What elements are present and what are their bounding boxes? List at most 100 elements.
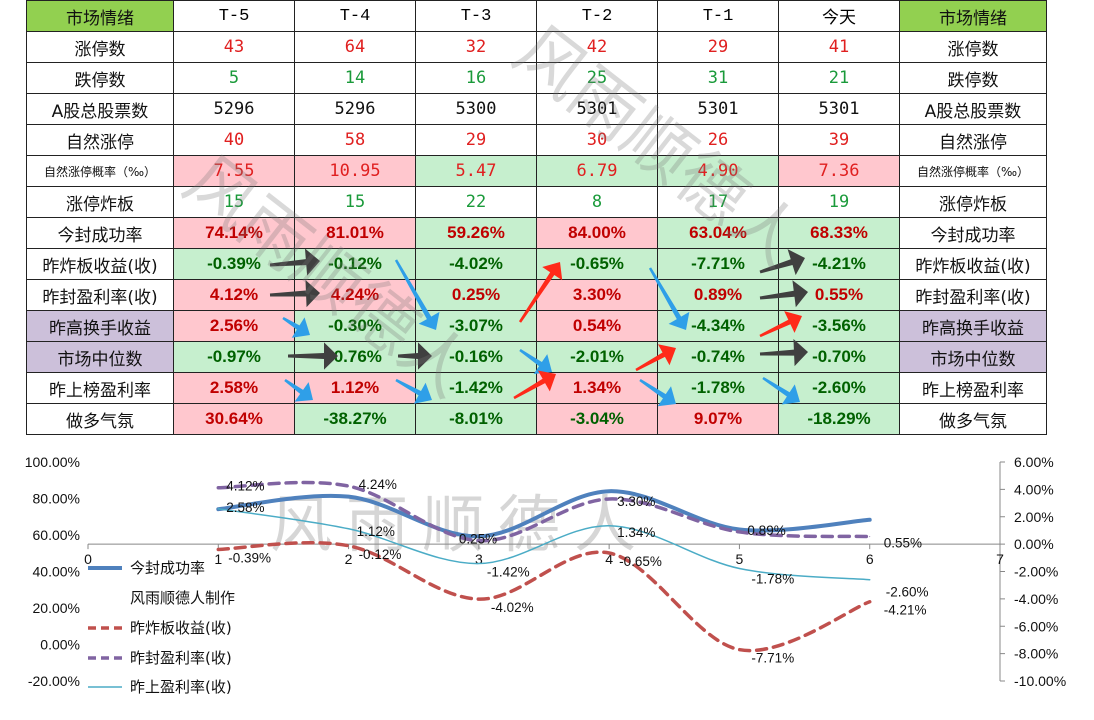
header-day-5: T-1 bbox=[657, 0, 779, 32]
table-cell: -0.65% bbox=[536, 248, 658, 280]
table-cell: 22 bbox=[415, 186, 537, 218]
table-cell: -2.01% bbox=[536, 341, 658, 373]
table-cell: -8.01% bbox=[415, 403, 537, 435]
table-cell: 4.24% bbox=[294, 279, 416, 311]
data-point bbox=[348, 496, 350, 498]
table-cell: 68.33% bbox=[778, 217, 900, 249]
row-label: 昨炸板收益(收) bbox=[26, 248, 174, 280]
table-row: 自然涨停 40 58 29 30 26 39 自然涨停 bbox=[26, 124, 1047, 156]
y-right-tick-label: 0.00% bbox=[1014, 536, 1054, 552]
row-label: 市场中位数 bbox=[26, 341, 174, 373]
table-row: 昨上榜盈利率 2.58% 1.12% -1.42% 1.34% -1.78% -2.60% 昨… bbox=[26, 372, 1047, 404]
x-tick-label: 3 bbox=[475, 551, 483, 567]
table-cell: 14 bbox=[294, 62, 416, 94]
table-cell: 9.07% bbox=[657, 403, 779, 435]
table-cell: 16 bbox=[415, 62, 537, 94]
table-row: 跌停数 5 14 16 25 31 21 跌停数 bbox=[26, 62, 1047, 94]
row-label: 昨封盈利率(收) bbox=[26, 279, 174, 311]
y-right-tick-label: 6.00% bbox=[1014, 454, 1054, 470]
data-label: -4.02% bbox=[491, 600, 534, 615]
legend-entry: 昨上盈利率(收) bbox=[130, 678, 232, 696]
row-label: 涨停炸板 bbox=[26, 186, 174, 218]
data-point bbox=[608, 552, 610, 554]
data-label: -2.60% bbox=[886, 585, 929, 600]
table-cell: -1.42% bbox=[415, 372, 537, 404]
table-cell: 3.30% bbox=[536, 279, 658, 311]
data-label: -1.78% bbox=[751, 571, 794, 586]
series-line-3 bbox=[217, 508, 871, 581]
table-cell: 6.79 bbox=[536, 155, 658, 187]
table-cell: -0.12% bbox=[294, 248, 416, 280]
x-tick-label: 6 bbox=[866, 551, 874, 567]
header-day-6: 今天 bbox=[778, 0, 900, 32]
data-point bbox=[348, 528, 350, 530]
y-left-tick-label: 0.00% bbox=[40, 637, 80, 653]
table-cell: 5296 bbox=[294, 93, 416, 125]
table-cell: -7.71% bbox=[657, 248, 779, 280]
table-row: 市场中位数 -0.97% -0.76% -0.16% -2.01% -0.74% -0.70… bbox=[26, 341, 1047, 373]
table-cell: 8 bbox=[536, 186, 658, 218]
table-cell: -3.07% bbox=[415, 310, 537, 342]
table-row: 做多气氛 30.64% -38.27% -8.01% -3.04% 9.07% -18.29… bbox=[26, 403, 1047, 435]
data-point bbox=[217, 508, 219, 510]
row-label-right: A股总股票数 bbox=[899, 93, 1047, 125]
table-cell: -2.60% bbox=[778, 372, 900, 404]
row-label-right: 自然涨停概率（‰） bbox=[899, 155, 1047, 187]
row-label-right: 做多气氛 bbox=[899, 403, 1047, 435]
table-cell: -38.27% bbox=[294, 403, 416, 435]
y-right-tick-label: -2.00% bbox=[1014, 564, 1058, 580]
row-label-right: 今封成功率 bbox=[899, 217, 1047, 249]
table-cell: 58 bbox=[294, 124, 416, 156]
row-label: 做多气氛 bbox=[26, 403, 174, 435]
table-cell: 10.95 bbox=[294, 155, 416, 187]
data-label: -7.71% bbox=[751, 651, 794, 666]
header-day-1: T-5 bbox=[173, 0, 295, 32]
header-day-4: T-2 bbox=[536, 0, 658, 32]
header-day-3: T-3 bbox=[415, 0, 537, 32]
table-row: 涨停炸板 15 15 22 8 17 19 涨停炸板 bbox=[26, 186, 1047, 218]
header-day-2: T-4 bbox=[294, 0, 416, 32]
x-tick-label: 4 bbox=[605, 551, 613, 567]
data-label: 0.55% bbox=[884, 536, 922, 551]
table-cell: 7.36 bbox=[778, 155, 900, 187]
y-right-tick-label: 4.00% bbox=[1014, 481, 1054, 497]
chart-annotation: 风雨顺德人制作 bbox=[130, 589, 235, 607]
table-cell: 1.12% bbox=[294, 372, 416, 404]
table-cell: 15 bbox=[294, 186, 416, 218]
data-label: 0.89% bbox=[747, 523, 785, 538]
data-point bbox=[217, 548, 219, 550]
data-point bbox=[608, 498, 610, 500]
row-label-right: 涨停数 bbox=[899, 31, 1047, 63]
table-cell: 32 bbox=[415, 31, 537, 63]
table-cell: 84.00% bbox=[536, 217, 658, 249]
data-point bbox=[869, 579, 871, 581]
x-tick-label: 1 bbox=[214, 551, 222, 567]
y-left-tick-label: 40.00% bbox=[33, 564, 80, 580]
y-left-tick-label: 100.00% bbox=[25, 454, 80, 470]
market-sentiment-table: 市场情绪 T-5 T-4 T-3 T-2 T-1 今天 市场情绪 涨停数 43 64 32 42 29 41… bbox=[26, 0, 1047, 435]
table-cell: -4.21% bbox=[778, 248, 900, 280]
data-point bbox=[478, 598, 480, 600]
table-cell: 63.04% bbox=[657, 217, 779, 249]
table-cell: 19 bbox=[778, 186, 900, 218]
data-label: 4.12% bbox=[226, 479, 264, 494]
data-point bbox=[608, 525, 610, 527]
table-cell: -3.56% bbox=[778, 310, 900, 342]
x-tick-label: 0 bbox=[84, 551, 92, 567]
legend-entry: 昨封盈利率(收) bbox=[130, 649, 232, 667]
data-point bbox=[217, 487, 219, 489]
table-cell: 74.14% bbox=[173, 217, 295, 249]
table-cell: 5301 bbox=[778, 93, 900, 125]
table-cell: 5296 bbox=[173, 93, 295, 125]
row-label-right: 昨封盈利率(收) bbox=[899, 279, 1047, 311]
table-cell: 64 bbox=[294, 31, 416, 63]
table-cell: 0.55% bbox=[778, 279, 900, 311]
table-row: 昨高换手收益 2.56% -0.30% -3.07% 0.54% -4.34% -3.56%… bbox=[26, 310, 1047, 342]
y-right-tick-label: -4.00% bbox=[1014, 591, 1058, 607]
table-row: 今封成功率 74.14% 81.01% 59.26% 84.00% 63.04% 68.33… bbox=[26, 217, 1047, 249]
data-label: 2.58% bbox=[226, 500, 264, 515]
data-label: 0.25% bbox=[459, 532, 497, 547]
data-label: 1.34% bbox=[617, 525, 655, 540]
table-row: 自然涨停概率（‰） 7.55 10.95 5.47 6.79 4.90 7.36 自然涨停概率… bbox=[26, 155, 1047, 187]
